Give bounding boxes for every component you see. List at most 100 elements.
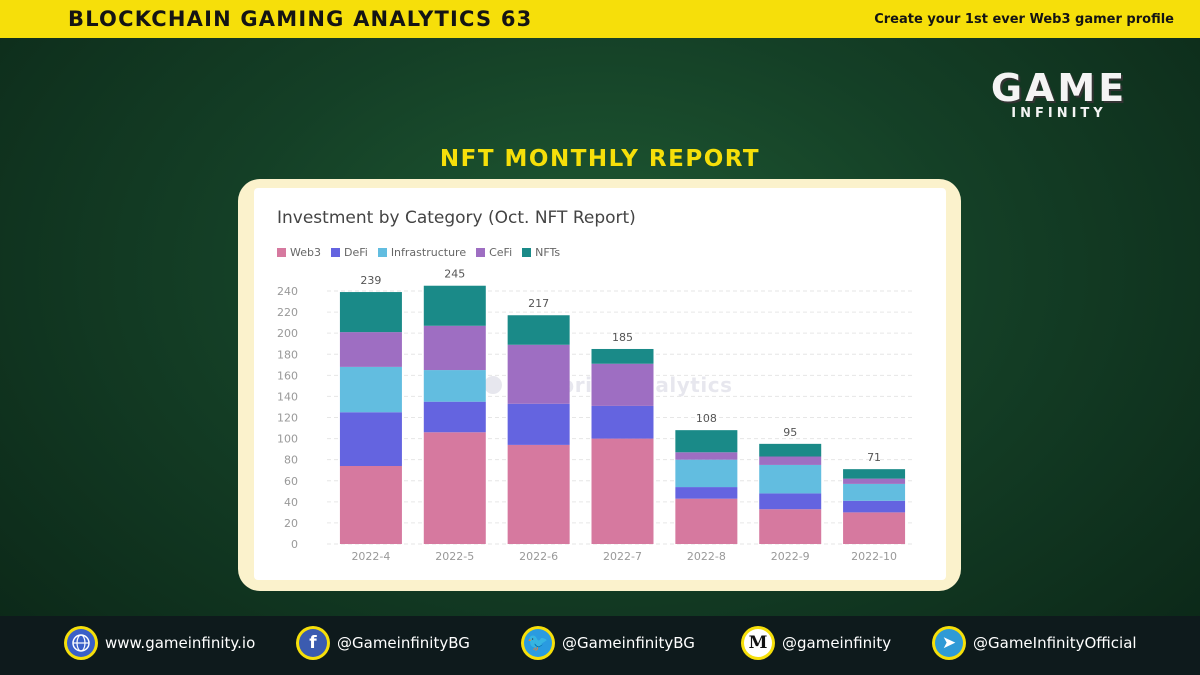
y-tick-label: 20 — [284, 517, 298, 530]
medium-icon: M — [741, 626, 775, 660]
bar-segment-defi[interactable] — [759, 493, 822, 510]
bar-segment-defi[interactable] — [591, 405, 654, 439]
chart-title: Investment by Category (Oct. NFT Report) — [277, 208, 636, 228]
bar-total-label: 71 — [867, 451, 881, 464]
x-tick-label: 2022-7 — [603, 550, 642, 563]
facebook-icon: f — [296, 626, 330, 660]
legend-item-cefi[interactable]: CeFi — [476, 246, 512, 259]
globe-icon — [64, 626, 98, 660]
social-link-telegram[interactable]: ➤ @GameInfinityOfficial — [932, 626, 1137, 660]
bar-total-label: 185 — [612, 331, 633, 344]
bar-segment-infrastructure[interactable] — [339, 366, 402, 413]
legend-item-defi[interactable]: DeFi — [330, 246, 368, 259]
x-tick-label: 2022-9 — [771, 550, 810, 563]
bar-segment-nfts[interactable] — [339, 292, 402, 333]
y-tick-label: 60 — [284, 475, 298, 488]
bar-segment-web3[interactable] — [675, 498, 738, 544]
bar-segment-cefi[interactable] — [591, 363, 654, 406]
top-banner: BLOCKCHAIN GAMING ANALYTICS 63 Create yo… — [0, 0, 1200, 38]
y-tick-label: 160 — [277, 369, 298, 382]
y-tick-label: 240 — [277, 285, 298, 298]
bar-segment-defi[interactable] — [423, 401, 486, 433]
game-infinity-logo: GAME INFINITY — [984, 68, 1134, 124]
bar-segment-infrastructure[interactable] — [759, 464, 822, 494]
y-tick-label: 0 — [291, 538, 298, 551]
footer-bar: www.gameinfinity.io f @GameinfinityBG 🐦 @Gam… — [0, 616, 1200, 675]
legend-label: CeFi — [489, 246, 513, 259]
telegram-icon: ➤ — [932, 626, 966, 660]
banner-tagline: Create your 1st ever Web3 gamer profile — [874, 11, 1174, 27]
bar-segment-cefi[interactable] — [507, 344, 570, 404]
bar-chart: 0 20 40 60 80 100 120 140 160 180 200 220 240 239 2022… — [277, 268, 914, 563]
banner-title: BLOCKCHAIN GAMING ANALYTICS 63 — [68, 7, 533, 31]
bar-segment-nfts[interactable] — [843, 469, 906, 479]
social-link-label: @GameinfinityBG — [337, 634, 470, 652]
bar-total-label: 239 — [360, 274, 381, 287]
social-link-twitter[interactable]: 🐦 @GameinfinityBG — [521, 626, 695, 660]
legend-swatch — [522, 248, 532, 257]
footprint-logo-icon — [484, 376, 502, 394]
y-tick-label: 120 — [277, 412, 298, 425]
social-link-medium[interactable]: M @gameinfinity — [741, 626, 891, 660]
y-tick-label: 220 — [277, 306, 298, 319]
social-link-label: @gameinfinity — [782, 634, 892, 652]
legend-label: Web3 — [290, 246, 321, 259]
x-tick-label: 2022-8 — [687, 550, 726, 563]
legend-swatch — [476, 248, 486, 257]
bar-segment-defi[interactable] — [675, 487, 738, 499]
bar-segment-nfts[interactable] — [759, 443, 822, 457]
twitter-icon: 🐦 — [521, 626, 555, 660]
bar-total-label: 245 — [444, 268, 465, 281]
legend-item-infrastructure[interactable]: Infrastructure — [377, 246, 466, 259]
bar-segment-web3[interactable] — [339, 465, 402, 544]
bar-segment-nfts[interactable] — [675, 430, 738, 453]
chart-legend: Web3 DeFi Infrastructure CeFi NFTs — [277, 246, 560, 259]
bar-segment-nfts[interactable] — [507, 315, 570, 345]
legend-swatch — [377, 248, 387, 257]
y-tick-label: 140 — [277, 390, 298, 403]
bar-segment-cefi[interactable] — [675, 452, 738, 460]
y-tick-label: 40 — [284, 496, 298, 509]
social-link-label: www.gameinfinity.io — [105, 634, 256, 652]
bar-segment-cefi[interactable] — [339, 332, 402, 367]
y-tick-label: 200 — [277, 327, 298, 340]
bar-segment-nfts[interactable] — [423, 285, 486, 326]
bar-segment-web3[interactable] — [591, 438, 654, 544]
legend-item-nfts[interactable]: NFTs — [522, 246, 560, 259]
bar-total-label: 95 — [783, 426, 797, 439]
bar-total-label: 217 — [528, 297, 549, 310]
bar-segment-infrastructure[interactable] — [843, 483, 906, 501]
bar-segment-defi[interactable] — [507, 403, 570, 445]
legend-label: DeFi — [343, 246, 368, 259]
legend-swatch — [277, 248, 286, 257]
bar-segment-defi[interactable] — [339, 412, 402, 466]
bar-segment-web3[interactable] — [759, 509, 822, 544]
bar-segment-web3[interactable] — [507, 444, 570, 544]
x-tick-label: 2022-6 — [519, 550, 558, 563]
social-link-label: @GameinfinityBG — [562, 634, 695, 652]
x-tick-label: 2022-5 — [435, 550, 474, 563]
logo-game-text: GAME — [990, 66, 1128, 110]
social-link-label: @GameInfinityOfficial — [973, 634, 1137, 652]
bar-segment-web3[interactable] — [423, 432, 486, 544]
social-link-globe[interactable]: www.gameinfinity.io — [64, 626, 255, 660]
y-tick-label: 100 — [277, 433, 298, 446]
report-title: NFT MONTHLY REPORT — [439, 146, 761, 172]
bar-total-label: 108 — [696, 412, 717, 425]
bar-segment-nfts[interactable] — [591, 348, 654, 364]
x-tick-label: 2022-4 — [351, 550, 390, 563]
bar-segment-cefi[interactable] — [843, 478, 906, 484]
legend-label: NFTs — [535, 246, 561, 259]
y-tick-label: 180 — [277, 348, 298, 361]
bar-segment-infrastructure[interactable] — [423, 370, 486, 402]
bar-segment-cefi[interactable] — [759, 456, 822, 465]
bar-segment-web3[interactable] — [843, 512, 906, 544]
bar-segment-defi[interactable] — [843, 500, 906, 513]
x-tick-label: 2022-10 — [851, 550, 897, 563]
bar-segment-infrastructure[interactable] — [675, 459, 738, 488]
chart-card: Investment by Category (Oct. NFT Report)… — [254, 188, 946, 580]
bar-segment-cefi[interactable] — [423, 325, 486, 371]
legend-swatch — [330, 248, 340, 257]
social-link-facebook[interactable]: f @GameinfinityBG — [296, 626, 470, 660]
legend-item-web3[interactable]: Web3 — [277, 246, 321, 259]
